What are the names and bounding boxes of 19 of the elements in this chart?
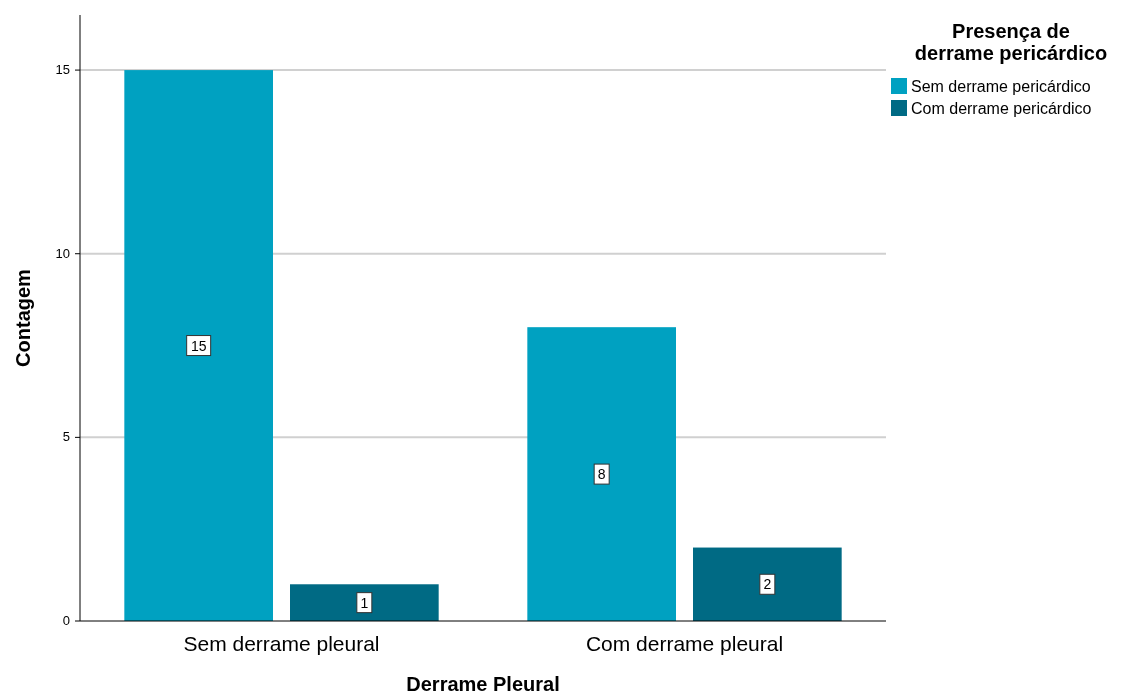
y-tick-label: 10 xyxy=(55,245,70,261)
legend-label: Sem derrame pericárdico xyxy=(911,78,1091,95)
y-tick-label: 15 xyxy=(55,62,70,78)
bar xyxy=(693,547,842,621)
data-label: 2 xyxy=(763,576,772,593)
legend-title: Presença de derrame pericárdico xyxy=(914,20,1108,64)
x-tick-label: Com derrame pleural xyxy=(585,632,784,655)
data-label: 8 xyxy=(597,466,606,483)
y-tick-label: 0 xyxy=(62,613,70,628)
y-tick-label: 5 xyxy=(62,429,70,445)
x-axis-title: Derrame Pleural xyxy=(406,673,560,695)
legend-label: Com derrame pericárdico xyxy=(911,100,1092,117)
y-axis-title: Contagem xyxy=(12,269,34,367)
data-label: 1 xyxy=(360,594,369,611)
bar xyxy=(124,70,273,621)
bar xyxy=(290,584,439,621)
x-tick-label: Sem derrame pleural xyxy=(183,632,380,655)
data-label: 15 xyxy=(190,337,207,354)
bar xyxy=(527,327,676,621)
